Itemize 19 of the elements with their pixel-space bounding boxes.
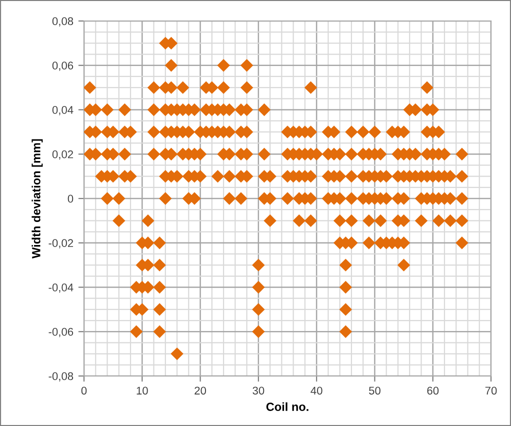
y-tick-label: 0,02 (52, 150, 74, 160)
y-tick-label: 0,08 (52, 17, 74, 26)
y-axis-title: Width deviation [mm] (32, 139, 43, 258)
x-tick-label: 0 (81, 386, 87, 395)
y-tick-label: -0,08 (48, 372, 74, 382)
y-tick-label: 0 (68, 194, 74, 203)
x-tick-label: 20 (194, 386, 206, 395)
y-tick-label: -0,06 (48, 328, 74, 338)
y-tick-label: 0,06 (52, 62, 74, 71)
x-tick-label: 60 (427, 386, 439, 395)
y-tick-label: -0,02 (48, 239, 74, 248)
x-axis-title: Coil no. (266, 402, 308, 411)
x-tick-label: 50 (368, 386, 380, 395)
x-tick-label: 70 (485, 386, 497, 395)
y-tick-label: -0,04 (48, 284, 74, 293)
x-tick-label: 10 (136, 386, 148, 395)
x-tick-label: 40 (310, 386, 322, 395)
x-tick-label: 30 (252, 386, 264, 395)
y-tick-label: 0,04 (52, 106, 74, 116)
